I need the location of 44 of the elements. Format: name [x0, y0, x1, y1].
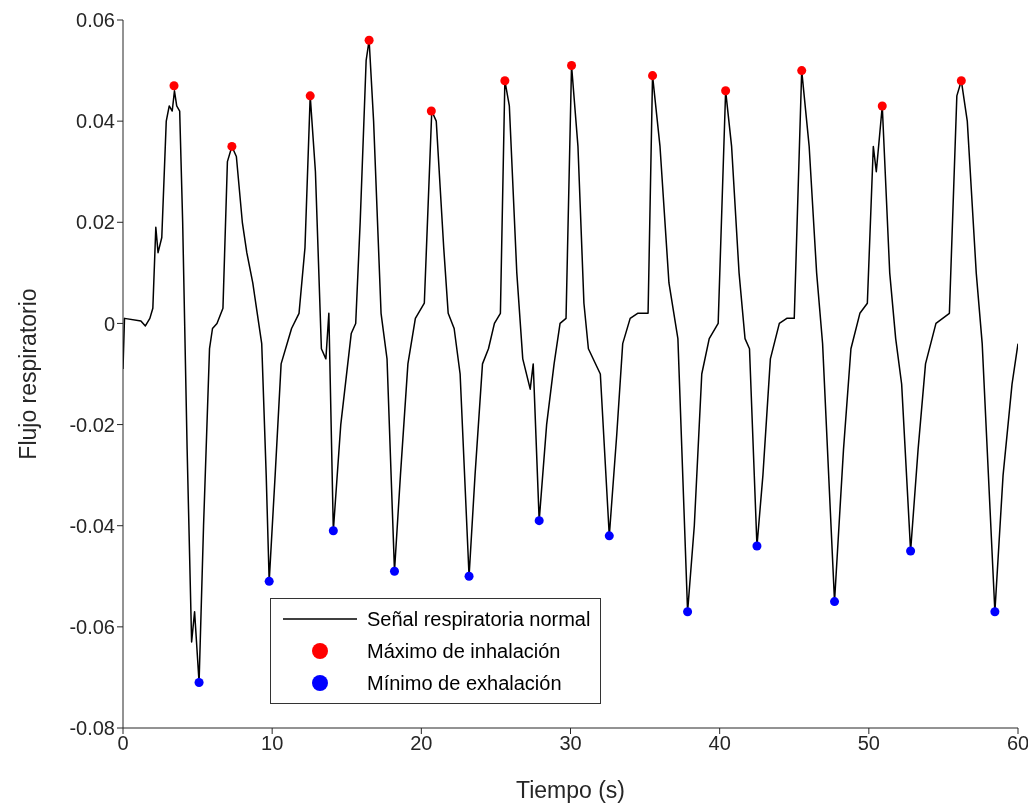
point — [797, 66, 807, 76]
point — [877, 101, 887, 111]
point — [227, 141, 237, 151]
point — [683, 607, 693, 617]
point — [500, 76, 510, 86]
x-tick-label: 0 — [117, 732, 129, 755]
point — [567, 61, 577, 71]
point — [956, 76, 966, 86]
point — [604, 531, 614, 541]
y-tick-label: 0.02 — [76, 211, 115, 234]
y-tick-label: -0.02 — [69, 413, 115, 436]
y-tick-label: 0.06 — [76, 9, 115, 32]
point — [721, 86, 731, 96]
y-axis-title: Flujo respiratorio — [15, 288, 42, 460]
point — [534, 516, 544, 526]
y-tick-label: 0 — [103, 312, 115, 335]
y-tick-label: 0.04 — [76, 110, 115, 133]
point — [426, 106, 436, 116]
point — [169, 81, 179, 91]
legend-label: Señal respiratoria normal — [367, 607, 591, 631]
point — [906, 546, 916, 556]
point — [305, 91, 315, 101]
x-tick-label: 30 — [559, 732, 582, 755]
point — [264, 576, 274, 586]
y-tick-label: -0.06 — [69, 615, 115, 638]
x-tick-label: 20 — [410, 732, 433, 755]
x-tick-label: 60 — [1006, 732, 1030, 755]
x-tick-label: 40 — [708, 732, 731, 755]
point — [990, 607, 1000, 617]
point — [364, 35, 374, 45]
legend-label: Mínimo de exhalación — [367, 671, 562, 695]
point — [830, 597, 840, 607]
x-axis-title: Tiempo (s) — [515, 777, 626, 803]
point — [328, 526, 338, 536]
point — [648, 71, 658, 81]
x-tick-label: 10 — [261, 732, 284, 755]
y-tick-label: -0.08 — [69, 717, 115, 740]
legend-label: Máximo de inhalación — [367, 639, 561, 663]
y-tick-label: -0.04 — [69, 514, 115, 537]
point — [194, 677, 204, 687]
x-tick-label: 50 — [857, 732, 880, 755]
point — [389, 566, 399, 576]
point — [464, 571, 474, 581]
point — [752, 541, 762, 551]
